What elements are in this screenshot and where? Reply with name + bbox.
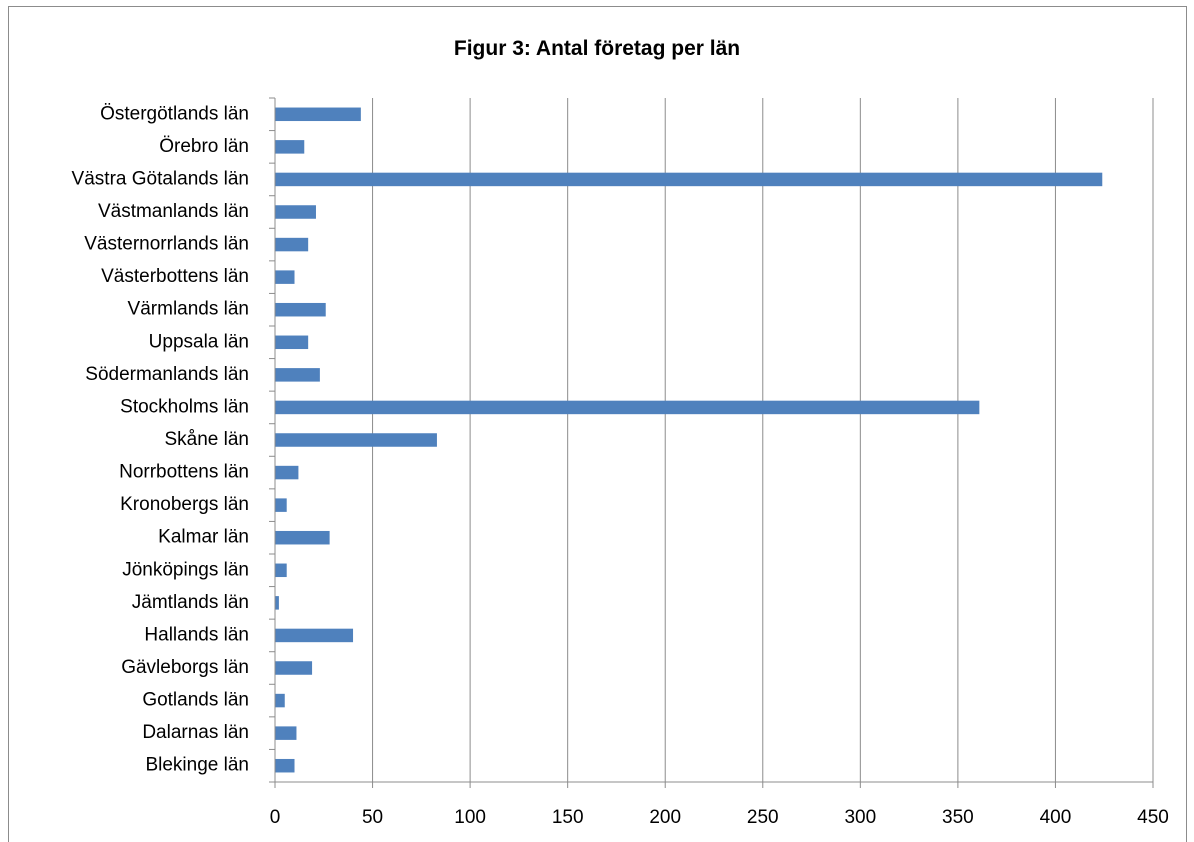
bar — [275, 530, 330, 545]
y-tick-label: Västmanlands län — [98, 201, 249, 222]
bar — [275, 368, 320, 382]
bar — [275, 302, 326, 317]
y-tick-label: Södermanlands län — [85, 364, 249, 385]
bar — [275, 107, 361, 122]
x-tick-label: 50 — [362, 807, 383, 828]
y-tick-label: Skåne län — [164, 429, 249, 450]
bar — [275, 596, 279, 610]
x-tick-label: 200 — [649, 807, 681, 828]
bar — [275, 270, 295, 284]
bar — [275, 563, 287, 578]
y-tick-label: Västerbottens län — [101, 266, 249, 287]
x-tick-label: 250 — [747, 807, 779, 828]
chart-title: Figur 3: Antal företag per län — [453, 37, 741, 60]
y-tick-label: Dalarnas län — [142, 722, 249, 743]
bar — [275, 205, 316, 219]
y-tick-label: Östergötlands län — [100, 103, 249, 124]
bar — [275, 628, 354, 643]
x-tick-label: 350 — [942, 807, 974, 828]
bar — [275, 726, 297, 740]
y-tick-label: Värmlands län — [128, 299, 249, 320]
y-tick-label: Jönköpings län — [122, 559, 249, 580]
y-tick-label: Hallands län — [144, 624, 249, 645]
bar — [275, 237, 309, 252]
bar — [275, 400, 980, 415]
bar — [275, 433, 437, 447]
y-tick-label: Västra Götalands län — [72, 168, 249, 189]
bar — [275, 693, 285, 708]
x-tick-label: 0 — [270, 807, 281, 828]
x-tick-label: 450 — [1137, 807, 1169, 828]
bar — [275, 465, 299, 480]
bar — [275, 335, 309, 350]
y-tick-label: Örebro län — [159, 136, 249, 157]
bar — [275, 758, 295, 773]
chart-frame — [8, 6, 1187, 842]
y-tick-label: Norrbottens län — [119, 462, 249, 483]
y-tick-label: Stockholms län — [120, 396, 249, 417]
bar — [275, 172, 1103, 187]
bar — [275, 498, 287, 512]
y-tick-label: Västernorrlands län — [84, 234, 249, 255]
y-tick-label: Gävleborgs län — [121, 657, 249, 678]
y-tick-label: Kronobergs län — [120, 494, 249, 515]
bar — [275, 661, 313, 675]
x-tick-label: 400 — [1040, 807, 1072, 828]
y-tick-label: Gotlands län — [142, 690, 249, 711]
bar — [275, 140, 305, 154]
y-tick-label: Blekinge län — [145, 755, 249, 776]
x-tick-label: 300 — [844, 807, 876, 828]
y-tick-label: Uppsala län — [149, 331, 249, 352]
y-tick-label: Kalmar län — [158, 527, 249, 548]
x-tick-label: 150 — [552, 807, 584, 828]
y-tick-label: Jämtlands län — [132, 592, 249, 613]
x-tick-label: 100 — [454, 807, 486, 828]
